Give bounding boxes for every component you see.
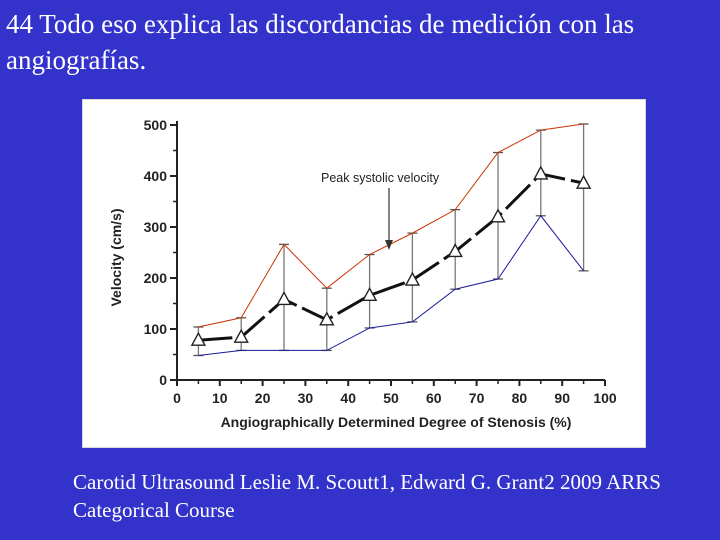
- data-point-marker: [490, 208, 506, 223]
- upper-series-line: [198, 123, 584, 328]
- data-point-marker: [575, 174, 592, 189]
- y-tick-label: 500: [144, 117, 168, 133]
- source-caption: Carotid Ultrasound Leslie M. Scoutt1, Ed…: [73, 470, 661, 522]
- x-tick-label: 50: [383, 390, 399, 406]
- data-point-marker: [404, 271, 421, 286]
- x-axis-label: Angiographically Determined Degree of St…: [221, 414, 572, 430]
- y-axis-label: Velocity (cm/s): [108, 208, 124, 306]
- x-tick-label: 60: [426, 390, 442, 406]
- x-tick-label: 90: [554, 390, 570, 406]
- annotation-arrow-head: [385, 240, 393, 250]
- velocity-chart: 0 100 200 300 400 500 0 10 20 30 40 50 60 70 80 90 100 An…: [108, 117, 617, 430]
- chart-panel: 0 100 200 300 400 500 0 10 20 30 40 50 60 70 80 90 100 An…: [82, 99, 646, 448]
- x-tick-label: 0: [173, 390, 181, 406]
- data-point-marker: [233, 328, 249, 343]
- x-tick-label: 40: [340, 390, 356, 406]
- y-tick-label: 100: [144, 321, 168, 337]
- data-point-marker: [361, 286, 378, 302]
- chart-markers: [190, 165, 592, 346]
- data-point-marker: [190, 331, 207, 346]
- x-tick-label: 70: [469, 390, 485, 406]
- data-point-marker: [276, 290, 292, 306]
- x-tick-label: 30: [298, 390, 314, 406]
- chart-axes: [170, 121, 606, 386]
- y-tick-label: 0: [159, 372, 167, 388]
- slide-title: 44 Todo eso explica las discordancias de…: [6, 9, 635, 75]
- y-tick-label: 400: [144, 168, 168, 184]
- x-tick-label: 80: [512, 390, 528, 406]
- y-tick-label: 200: [144, 270, 168, 286]
- data-point-marker: [319, 311, 335, 326]
- chart-text: 0 100 200 300 400 500 0 10 20 30 40 50 60 70 80 90 100 An…: [108, 117, 617, 430]
- lower-series-line: [198, 214, 584, 357]
- chart-series: [193, 123, 589, 357]
- x-tick-label: 20: [255, 390, 271, 406]
- data-point-marker: [533, 165, 549, 180]
- x-tick-label: 100: [593, 390, 617, 406]
- peak-systolic-annotation: Peak systolic velocity: [321, 171, 440, 185]
- y-tick-label: 300: [144, 219, 168, 235]
- x-tick-label: 10: [212, 390, 228, 406]
- mean-series-line: [198, 172, 584, 342]
- data-point-marker: [447, 243, 463, 258]
